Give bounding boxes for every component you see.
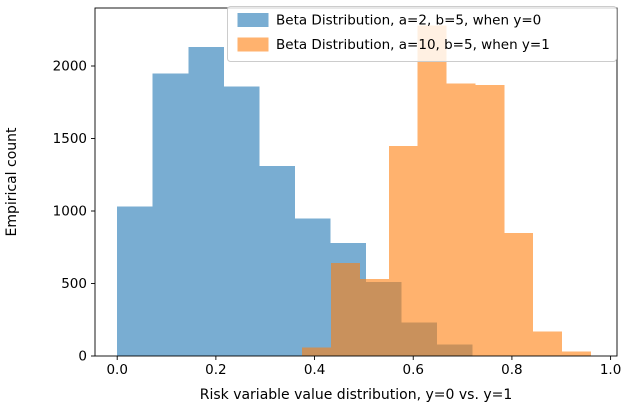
legend-swatch-y1	[237, 37, 269, 52]
legend-swatch-y0	[237, 13, 269, 27]
x-tick-label: 0.8	[501, 362, 522, 378]
legend-box	[227, 6, 617, 62]
x-tick-label: 0.0	[106, 362, 127, 378]
legend: Beta Distribution, a=2, b=5, when y=0 Be…	[227, 6, 617, 62]
histogram-bar	[331, 263, 360, 356]
histogram-bar	[294, 218, 331, 356]
legend-label-y1: Beta Distribution, a=10, b=5, when y=1	[276, 37, 550, 53]
histogram-bar	[504, 232, 534, 356]
legend-label-y0: Beta Distribution, a=2, b=5, when y=0	[276, 13, 541, 29]
x-axis-label: Risk variable value distribution, y=0 vs…	[200, 387, 513, 403]
histogram-bar	[359, 279, 389, 356]
histogram-bar	[302, 347, 332, 356]
series-1-bars	[302, 25, 591, 357]
y-axis-label: Empirical count	[4, 127, 20, 237]
y-tick-label: 2000	[53, 59, 87, 75]
histogram-bar	[223, 86, 260, 357]
histogram-bar	[475, 84, 505, 356]
x-tick-label: 0.6	[402, 362, 423, 378]
x-tick-label: 0.2	[205, 362, 226, 378]
histogram-bar	[533, 331, 562, 356]
y-tick-label: 500	[61, 276, 87, 292]
x-axis-ticks: 0.0 0.2 0.4 0.6 0.8 1.0	[106, 356, 621, 378]
histogram-bar	[152, 73, 189, 356]
x-tick-label: 1.0	[600, 362, 621, 378]
x-tick-label: 0.4	[304, 362, 325, 378]
y-tick-label: 0	[78, 349, 87, 365]
histogram-bar	[388, 145, 418, 356]
histogram-bar	[417, 25, 447, 357]
y-axis-ticks: 0 500 1000 1500 2000	[53, 59, 95, 365]
histogram-bar	[188, 47, 224, 357]
histogram-bar	[259, 166, 295, 356]
histogram-bar	[446, 83, 476, 357]
y-tick-label: 1000	[53, 204, 87, 220]
histogram-bar	[561, 351, 591, 356]
histogram-bar	[117, 206, 153, 356]
y-tick-label: 1500	[53, 131, 87, 147]
